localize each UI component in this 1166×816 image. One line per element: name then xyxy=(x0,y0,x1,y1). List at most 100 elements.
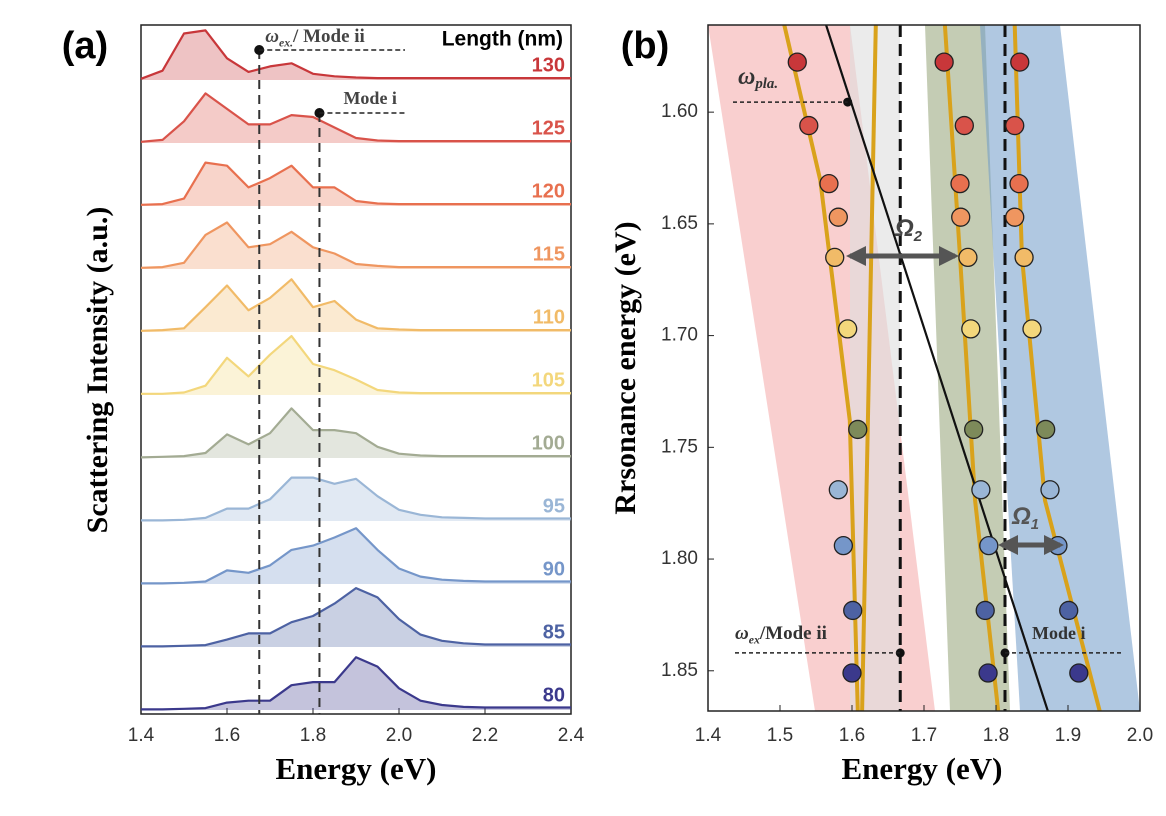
series-label: 110 xyxy=(533,306,565,328)
plot-b xyxy=(782,25,1102,711)
spectrum xyxy=(140,161,571,206)
point xyxy=(971,480,991,500)
y-axis-label: Rrsonance energy (eV) xyxy=(609,221,642,514)
point xyxy=(950,174,970,194)
point xyxy=(828,207,848,227)
x-tick-label: 1.9 xyxy=(1055,725,1081,746)
point xyxy=(951,207,971,227)
series-label: 120 xyxy=(532,180,565,202)
point xyxy=(838,319,858,339)
panel-label: (b) xyxy=(621,25,670,67)
point xyxy=(934,52,954,72)
x-tick-label: 1.8 xyxy=(983,725,1009,746)
point xyxy=(787,52,807,72)
annotation: Ω2 xyxy=(894,215,923,245)
x-tick-label: 1.4 xyxy=(128,725,155,746)
point xyxy=(1005,207,1025,227)
point xyxy=(954,115,974,136)
annotation-symbol: ω xyxy=(735,623,749,644)
y-tick-label: 1.85 xyxy=(661,660,698,681)
y-tick-label: 1.70 xyxy=(661,325,698,346)
series-label: 130 xyxy=(532,54,565,76)
series-label: 80 xyxy=(543,684,565,706)
x-tick-label: 1.5 xyxy=(767,725,793,746)
annotation-symbol: ω xyxy=(738,64,755,90)
x-tick-label: 2.4 xyxy=(558,725,585,746)
spectrum xyxy=(140,278,571,332)
annotation: Mode i xyxy=(1032,623,1086,643)
plasmon-line xyxy=(825,25,1049,711)
series-label: 115 xyxy=(533,243,565,265)
spectrum xyxy=(141,335,571,395)
fit-curve xyxy=(782,25,860,711)
annotation-subscript: 1 xyxy=(1031,517,1039,533)
area xyxy=(141,657,571,710)
point xyxy=(1040,480,1060,500)
annotation-symbol: Ω xyxy=(894,215,914,242)
y-axis-label: Scattering Intensity (a.u.) xyxy=(81,207,114,534)
point xyxy=(848,419,868,440)
annotation-text: / Mode ii xyxy=(292,26,365,47)
annotation: ωpla. xyxy=(738,64,778,93)
area xyxy=(141,588,571,647)
point xyxy=(842,663,862,683)
fit-curve xyxy=(860,25,878,711)
y-tick-label: 1.65 xyxy=(661,213,698,234)
point xyxy=(961,319,981,339)
area xyxy=(141,336,571,395)
y-tick-label: 1.80 xyxy=(661,548,698,569)
y-tick-label: 1.75 xyxy=(661,436,698,457)
frame xyxy=(140,24,572,715)
y-tick-label: 1.60 xyxy=(661,101,698,122)
series-label: 125 xyxy=(532,117,565,139)
series-label: 95 xyxy=(543,495,565,517)
x-tick-label: 2.2 xyxy=(472,725,498,746)
series-label: 90 xyxy=(543,558,565,580)
annotation-symbol: ω xyxy=(265,26,279,47)
point xyxy=(1069,663,1089,683)
series-label: 105 xyxy=(532,369,565,391)
annotation-subscript: 2 xyxy=(913,229,923,245)
point xyxy=(1059,600,1079,621)
area xyxy=(141,477,571,521)
area xyxy=(141,222,571,269)
spectrum xyxy=(140,29,571,80)
x-tick-label: 2.0 xyxy=(1127,725,1153,746)
area xyxy=(141,93,571,143)
annotation-text: Mode i xyxy=(1032,623,1086,643)
point xyxy=(958,247,978,268)
spectrum xyxy=(141,587,571,648)
point xyxy=(975,600,995,621)
spectrum xyxy=(141,476,571,522)
point xyxy=(1009,174,1029,194)
point xyxy=(1005,115,1025,136)
annotation: ωex/Mode ii xyxy=(735,623,827,646)
marker-dot xyxy=(895,648,905,658)
point xyxy=(799,115,819,136)
x-tick-label: 1.4 xyxy=(695,725,722,746)
point xyxy=(1036,419,1056,440)
x-tick-label: 1.8 xyxy=(300,725,326,746)
point xyxy=(1014,247,1034,268)
series-label: 100 xyxy=(532,432,565,454)
point xyxy=(843,600,863,621)
legend-title: Length (nm) xyxy=(442,28,563,51)
series-label: 85 xyxy=(543,621,565,643)
annotation-text: /Mode ii xyxy=(759,623,827,644)
spectrum xyxy=(140,92,571,143)
point xyxy=(979,535,999,556)
annotation-subscript: pla. xyxy=(753,77,778,93)
x-axis-label: Energy (eV) xyxy=(842,751,1003,786)
point xyxy=(828,480,848,500)
spectrum xyxy=(141,656,571,711)
panel-label: (a) xyxy=(62,25,108,67)
spectrum xyxy=(140,407,571,459)
spectrum xyxy=(141,527,571,585)
point xyxy=(964,419,984,440)
point xyxy=(825,247,845,268)
annotation: Ω1 xyxy=(1011,503,1039,533)
spectrum xyxy=(140,221,571,269)
annotation: Mode i xyxy=(343,88,397,108)
annotation-text: Mode i xyxy=(343,88,397,108)
x-tick-label: 1.6 xyxy=(839,725,865,746)
